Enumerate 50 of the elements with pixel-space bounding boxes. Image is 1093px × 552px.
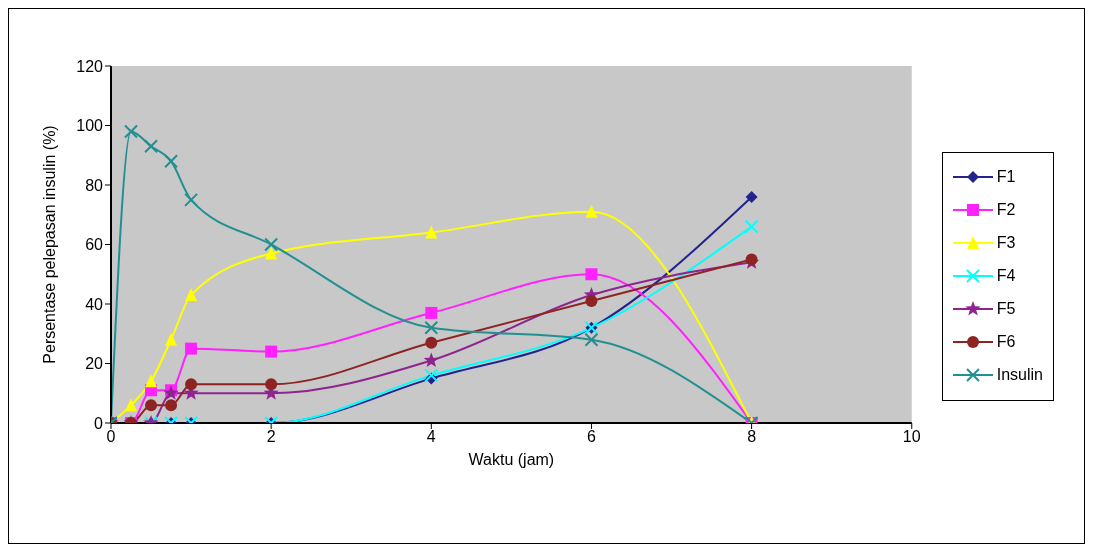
point: [585, 295, 598, 308]
point: [584, 332, 599, 347]
point: [145, 374, 158, 388]
legend-label: Insulin: [996, 366, 1043, 384]
point: [585, 204, 598, 218]
point: [144, 139, 159, 154]
y-axis-title: Persentase pelepasan insulin (%): [40, 125, 58, 364]
x-tick-label: 10: [902, 428, 921, 446]
x-tick-label: 4: [426, 428, 436, 446]
point: [164, 154, 179, 169]
point: [265, 246, 278, 260]
point: [124, 124, 139, 139]
point: [425, 336, 438, 349]
point: [425, 225, 438, 239]
legend-label: F3: [996, 234, 1016, 252]
point: [425, 306, 438, 319]
legend-label: F4: [996, 267, 1016, 285]
x-tick-label: 6: [587, 428, 596, 446]
x-tick-label: 0: [106, 428, 116, 446]
x-axis-title: Waktu (jam): [468, 451, 555, 468]
point: [185, 288, 198, 302]
x-tick-label: 2: [266, 428, 276, 446]
legend-label: F6: [996, 333, 1016, 351]
point: [185, 378, 198, 391]
y-tick-label: 60: [85, 236, 104, 254]
point: [585, 268, 598, 281]
point: [424, 368, 439, 383]
legend-label: F2: [996, 201, 1016, 219]
point: [165, 399, 178, 412]
y-tick-label: 80: [85, 176, 104, 194]
point: [745, 190, 758, 203]
legend-label: F1: [996, 168, 1016, 186]
point: [744, 219, 759, 234]
y-tick-label: 0: [94, 414, 104, 432]
y-tick-label: 40: [85, 295, 104, 313]
point: [184, 192, 199, 207]
point: [185, 342, 198, 355]
point: [125, 398, 138, 412]
y-tick-label: 20: [85, 355, 104, 373]
point: [424, 320, 439, 335]
point: [165, 332, 178, 346]
point: [265, 378, 278, 391]
point: [264, 237, 279, 252]
x-tick-label: 8: [747, 428, 757, 446]
y-tick-label: 120: [76, 57, 104, 75]
legend-label: F5: [996, 300, 1016, 318]
point: [423, 352, 439, 367]
point: [145, 399, 158, 412]
y-tick-label: 100: [76, 117, 104, 135]
point: [265, 345, 278, 358]
